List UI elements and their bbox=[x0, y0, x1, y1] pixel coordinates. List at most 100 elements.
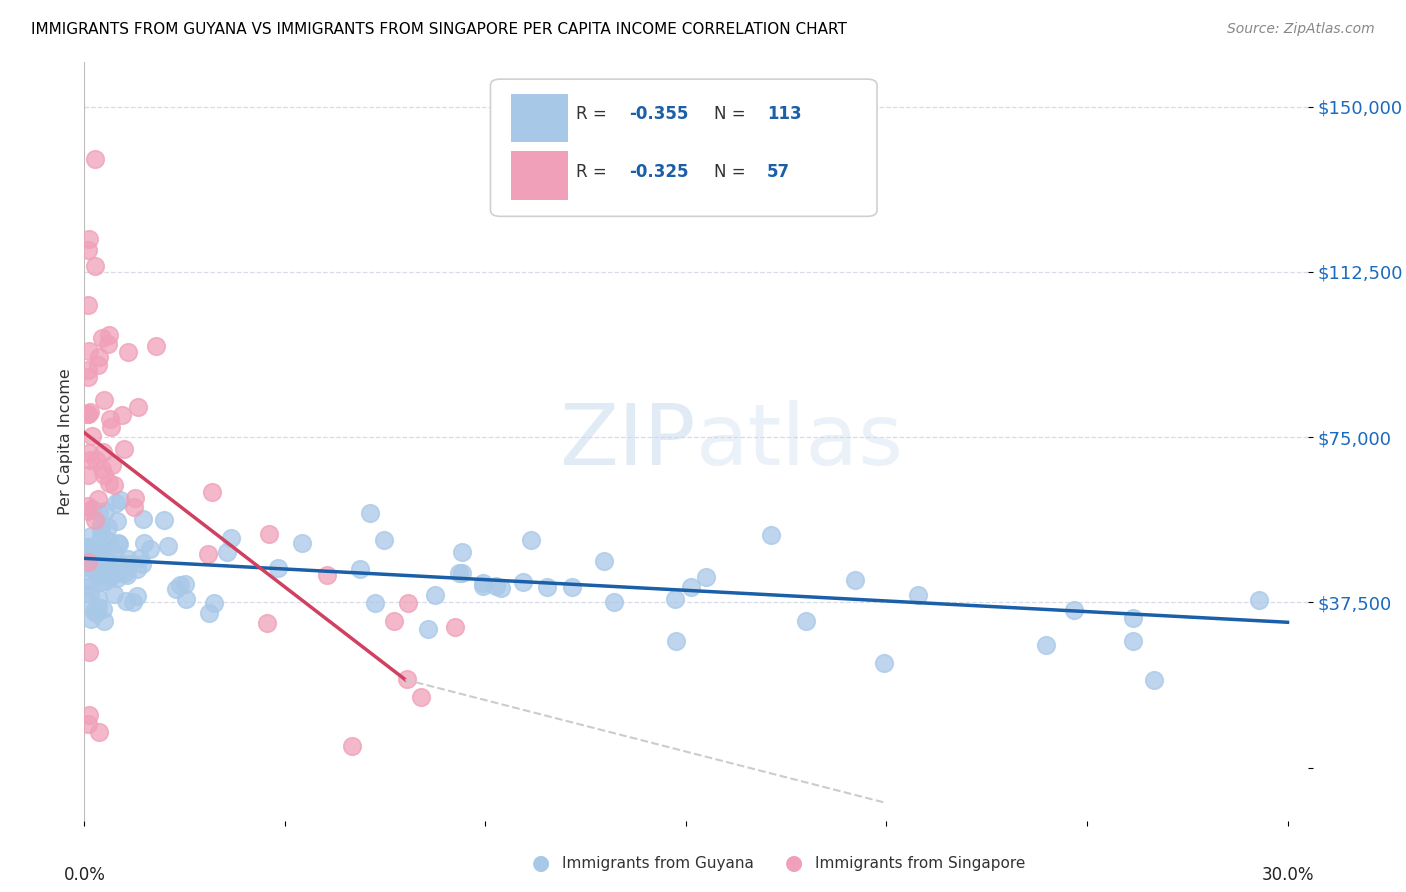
Point bbox=[536, 580, 558, 594]
FancyBboxPatch shape bbox=[491, 79, 877, 217]
Text: ●: ● bbox=[533, 854, 550, 873]
Point bbox=[80, 612, 103, 626]
Point bbox=[94, 556, 117, 570]
Point bbox=[77, 574, 100, 589]
Point bbox=[98, 412, 121, 426]
Point bbox=[90, 462, 112, 476]
Point bbox=[77, 551, 100, 566]
Point bbox=[315, 568, 337, 582]
Point bbox=[444, 620, 467, 634]
Text: IMMIGRANTS FROM GUYANA VS IMMIGRANTS FROM SINGAPORE PER CAPITA INCOME CORRELATIO: IMMIGRANTS FROM GUYANA VS IMMIGRANTS FRO… bbox=[31, 22, 846, 37]
Point bbox=[77, 560, 100, 574]
Point bbox=[382, 614, 405, 628]
Point bbox=[77, 541, 100, 555]
Point bbox=[485, 578, 508, 592]
Text: N =: N = bbox=[714, 105, 751, 123]
Point bbox=[77, 716, 100, 731]
Point bbox=[489, 581, 512, 595]
Point bbox=[153, 513, 176, 527]
Point bbox=[77, 540, 100, 554]
Point bbox=[117, 558, 139, 572]
Text: 57: 57 bbox=[766, 163, 790, 181]
Text: 30.0%: 30.0% bbox=[1261, 866, 1313, 884]
Point bbox=[91, 445, 114, 459]
Point bbox=[450, 545, 472, 559]
Point bbox=[93, 549, 115, 564]
Text: Immigrants from Singapore: Immigrants from Singapore bbox=[815, 856, 1026, 871]
Text: atlas: atlas bbox=[696, 400, 904, 483]
Point bbox=[157, 539, 180, 553]
Text: Source: ZipAtlas.com: Source: ZipAtlas.com bbox=[1227, 22, 1375, 37]
Point bbox=[665, 634, 688, 648]
Point bbox=[77, 500, 100, 514]
Point bbox=[127, 589, 149, 603]
Point bbox=[87, 358, 110, 372]
Point bbox=[94, 504, 117, 518]
Point bbox=[794, 614, 817, 628]
Point bbox=[89, 575, 111, 590]
Point bbox=[215, 545, 238, 559]
Point bbox=[395, 673, 418, 687]
Text: 0.0%: 0.0% bbox=[63, 866, 105, 884]
Point bbox=[174, 577, 197, 591]
Point bbox=[87, 491, 110, 506]
Point bbox=[122, 595, 145, 609]
Point bbox=[97, 337, 120, 351]
Point bbox=[115, 567, 138, 582]
Point bbox=[83, 545, 105, 559]
Point bbox=[77, 503, 100, 517]
Point bbox=[80, 429, 103, 443]
Point bbox=[139, 541, 162, 556]
Point bbox=[108, 493, 131, 508]
Point bbox=[145, 339, 167, 353]
Point bbox=[471, 575, 494, 590]
Point bbox=[77, 232, 100, 246]
Point bbox=[86, 543, 108, 558]
Point bbox=[907, 588, 929, 602]
Y-axis label: Per Capita Income: Per Capita Income bbox=[58, 368, 73, 515]
Point bbox=[512, 574, 534, 589]
Point bbox=[396, 596, 419, 610]
Point bbox=[87, 505, 110, 519]
Point bbox=[844, 573, 866, 587]
Point bbox=[257, 527, 280, 541]
Point bbox=[108, 537, 131, 551]
Point bbox=[84, 563, 107, 577]
Text: -0.325: -0.325 bbox=[628, 163, 688, 181]
Point bbox=[165, 582, 187, 596]
Point bbox=[364, 596, 387, 610]
Point bbox=[80, 529, 103, 543]
Point bbox=[202, 595, 225, 609]
Point bbox=[79, 404, 101, 418]
Text: Immigrants from Guyana: Immigrants from Guyana bbox=[562, 856, 754, 871]
Point bbox=[695, 570, 717, 584]
Point bbox=[97, 560, 120, 574]
Text: 113: 113 bbox=[766, 105, 801, 123]
Point bbox=[97, 543, 120, 558]
Text: ●: ● bbox=[786, 854, 803, 873]
Point bbox=[98, 570, 121, 584]
Text: -0.355: -0.355 bbox=[628, 105, 688, 123]
Point bbox=[471, 579, 494, 593]
Point bbox=[1122, 611, 1144, 625]
Point bbox=[117, 551, 139, 566]
FancyBboxPatch shape bbox=[512, 94, 568, 142]
Point bbox=[107, 557, 129, 571]
Point bbox=[90, 531, 112, 545]
Point bbox=[77, 543, 100, 558]
Point bbox=[359, 507, 381, 521]
Point bbox=[418, 622, 440, 636]
Point bbox=[77, 467, 100, 482]
Point bbox=[91, 541, 114, 556]
Point bbox=[107, 536, 129, 550]
Point bbox=[256, 615, 278, 630]
Point bbox=[97, 327, 120, 342]
Point bbox=[1063, 603, 1085, 617]
Point bbox=[83, 513, 105, 527]
Point bbox=[1035, 638, 1057, 652]
Point bbox=[128, 551, 150, 566]
Point bbox=[87, 599, 110, 614]
Point bbox=[77, 369, 100, 384]
Point bbox=[349, 562, 371, 576]
Point bbox=[132, 512, 155, 526]
